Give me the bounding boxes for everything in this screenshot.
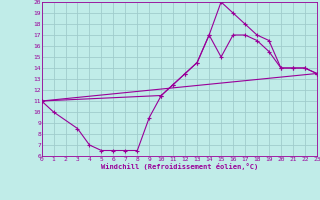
X-axis label: Windchill (Refroidissement éolien,°C): Windchill (Refroidissement éolien,°C) [100,163,258,170]
